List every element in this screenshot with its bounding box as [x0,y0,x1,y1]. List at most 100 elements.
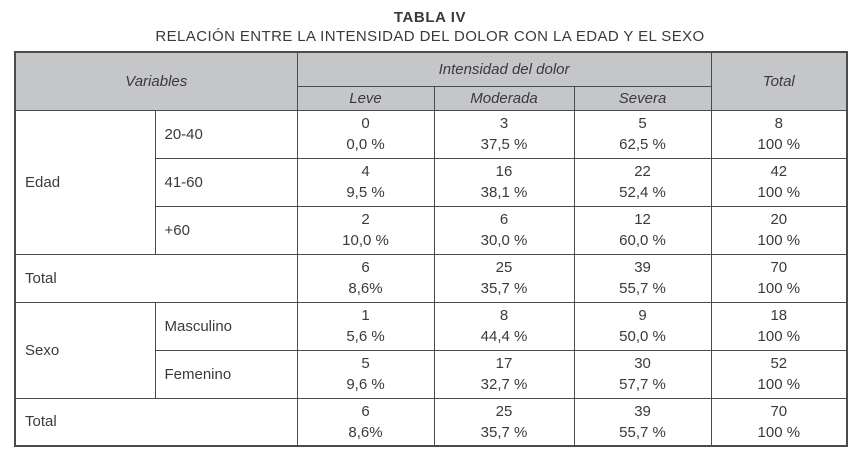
data-cell: 12 60,0 % [573,205,712,255]
table-row: Edad 20-40 0 0,0 % 3 37,5 % 5 62,5 % 8 1… [14,109,848,255]
data-cell: 39 55,7 % [573,397,712,447]
count-value: 52 [770,355,788,372]
percent-value: 100 % [757,280,801,297]
table-row: Femenino 5 9,6 % 17 32,7 % 30 57,7 % 52 … [15,349,848,399]
data-cell: 6 8,6% [296,397,435,447]
data-cell: 5 62,5 % [573,109,712,159]
data-cell: 6 8,6% [296,253,435,303]
count-value: 5 [361,355,370,372]
header-moderada: Moderada [433,85,575,111]
table-subtitle: RELACIÓN ENTRE LA INTENSIDAD DEL DOLOR C… [155,28,705,45]
count-value: 22 [634,163,651,180]
count-value: 16 [495,163,513,180]
header-intensidad: Intensidad del dolor [296,51,712,87]
count-value: 5 [638,115,647,132]
header-variables: Variables [14,51,298,111]
table-caption: TABLA IV RELACIÓN ENTRE LA INTENSIDAD DE… [0,0,860,45]
data-cell: 1 5,6 % [296,301,435,351]
percent-value: 30,0 % [480,232,528,249]
data-cell: 20 100 % [710,205,848,255]
row-label: +60 [154,205,298,255]
header-leve: Leve [296,85,435,111]
percent-value: 38,1 % [480,184,528,201]
header-severa: Severa [573,85,712,111]
row-label-total-edad: Total [14,253,298,303]
table-row: Total 6 8,6% 25 35,7 % 39 55,7 % 70 100 … [14,253,848,303]
count-value: 70 [770,259,788,276]
count-value: 42 [770,163,788,180]
percent-value: 57,7 % [619,376,666,393]
data-cell: 5 9,6 % [296,349,435,399]
header-total: Total [710,51,848,111]
count-value: 25 [495,259,513,276]
percent-value: 37,5 % [480,136,528,153]
count-value: 39 [634,402,651,420]
table-row: Total 6 8,6% 25 35,7 % 39 55,7 % 70 100 … [14,397,848,447]
percent-value: 60,0 % [619,232,666,249]
data-cell: 17 32,7 % [433,349,575,399]
data-cell: 22 52,4 % [573,157,712,207]
count-value: 17 [495,355,513,372]
group-label-sexo: Sexo [14,301,156,399]
percent-value: 55,7 % [619,423,666,441]
count-value: 6 [361,259,370,276]
percent-value: 35,7 % [480,423,528,441]
data-cell: 70 100 % [710,253,848,303]
row-label: Masculino [154,301,298,351]
count-value: 12 [634,211,651,228]
count-value: 3 [499,115,509,132]
table-row: +60 2 10,0 % 6 30,0 % 12 60,0 % 20 100 % [15,205,848,255]
group-label-edad: Edad [14,109,156,255]
count-value: 1 [361,307,370,324]
count-value: 0 [361,115,370,132]
count-value: 18 [770,307,788,324]
count-value: 8 [499,307,509,324]
percent-value: 8,6% [348,423,383,441]
percent-value: 100 % [757,232,801,249]
percent-value: 9,5 % [346,184,385,201]
count-value: 9 [638,307,647,324]
count-value: 6 [361,402,370,420]
row-label: 20-40 [154,109,298,159]
percent-value: 62,5 % [619,136,666,153]
percent-value: 44,4 % [480,328,528,345]
table-title: TABLA IV [393,9,467,26]
percent-value: 9,6 % [346,376,385,393]
count-value: 39 [634,259,651,276]
count-value: 20 [770,211,788,228]
data-cell: 6 30,0 % [433,205,575,255]
data-cell: 3 37,5 % [433,109,575,159]
percent-value: 32,7 % [480,376,528,393]
percent-value: 55,7 % [619,280,666,297]
data-cell: 42 100 % [710,157,848,207]
percent-value: 100 % [757,423,801,441]
data-cell: 70 100 % [710,397,848,447]
data-table: Variables Intensidad del dolor Total Lev… [14,51,849,447]
count-value: 6 [499,211,509,228]
data-cell: 25 35,7 % [433,397,575,447]
row-label: Femenino [154,349,298,399]
percent-value: 10,0 % [342,232,389,249]
count-value: 30 [634,355,651,372]
data-cell: 25 35,7 % [433,253,575,303]
percent-value: 100 % [757,328,801,345]
data-cell: 0 0,0 % [296,109,435,159]
data-cell: 30 57,7 % [573,349,712,399]
percent-value: 0,0 % [346,136,385,153]
data-cell: 8 100 % [710,109,848,159]
data-cell: 4 9,5 % [296,157,435,207]
percent-value: 50,0 % [619,328,666,345]
data-cell: 18 100 % [710,301,848,351]
percent-value: 100 % [757,376,801,393]
table-row: 41-60 4 9,5 % 16 38,1 % 22 52,4 % 42 100… [15,157,848,207]
data-cell: 9 50,0 % [573,301,712,351]
count-value: 4 [361,163,370,180]
percent-value: 100 % [757,136,801,153]
data-cell: 52 100 % [710,349,848,399]
count-value: 70 [770,402,788,420]
percent-value: 8,6% [348,280,383,297]
percent-value: 35,7 % [480,280,528,297]
table-row: Sexo Masculino 1 5,6 % 8 44,4 % 9 50,0 %… [14,301,848,399]
data-cell: 2 10,0 % [296,205,435,255]
percent-value: 5,6 % [346,328,385,345]
